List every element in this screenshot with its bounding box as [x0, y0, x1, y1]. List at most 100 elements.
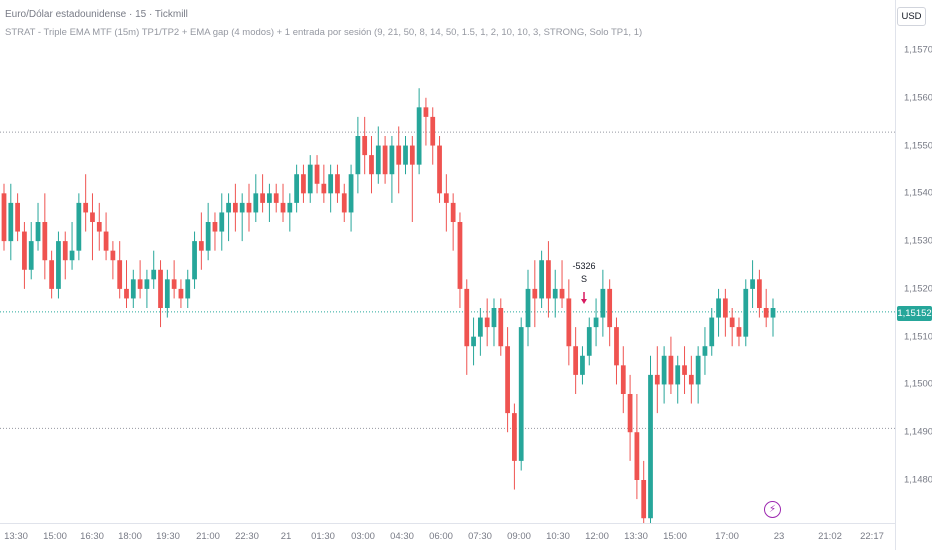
candle-body [96, 222, 102, 232]
candle-body [437, 145, 442, 194]
candle-body [335, 174, 340, 194]
candle-body [600, 288, 606, 318]
candle-body [103, 231, 109, 251]
candle-body [661, 355, 667, 385]
candle-body [736, 327, 742, 337]
price-axis[interactable] [895, 0, 932, 550]
time-tick-label: 15:00 [43, 531, 67, 542]
candle-body [178, 288, 184, 299]
candle-body [512, 413, 517, 461]
candle-body [28, 241, 34, 270]
strategy-legend[interactable]: STRAT - Triple EMA MTF (15m) TP1/TP2 + E… [5, 27, 643, 38]
candle-body [307, 164, 313, 194]
candle-body [35, 222, 41, 242]
candle-body [205, 222, 211, 251]
candle-body [505, 346, 510, 414]
candle-body [607, 288, 613, 328]
candle-body [198, 241, 204, 251]
time-tick-label: 01:30 [311, 531, 335, 542]
candle-body [1, 193, 7, 242]
candle-body [144, 279, 150, 289]
candle-body [471, 336, 476, 347]
candle-body [90, 212, 95, 222]
candle-body [573, 346, 579, 375]
time-tick-label: 04:30 [390, 531, 414, 542]
candle-body [348, 174, 354, 213]
candle-body [389, 145, 395, 175]
candle-body [260, 193, 265, 203]
time-tick-label: 06:00 [429, 531, 453, 542]
price-tick-label: 1,15400 [904, 187, 932, 199]
candle-body [253, 193, 259, 213]
candle-body [382, 145, 388, 175]
time-tick-label: 18:00 [118, 531, 142, 542]
candle-body [137, 279, 143, 289]
down-arrow-head [581, 299, 587, 304]
time-tick-label: 10:30 [546, 531, 570, 542]
candle-body [722, 298, 728, 318]
candle-body [42, 222, 48, 261]
price-tick-label: 1,15700 [904, 44, 932, 56]
candle-body [770, 308, 776, 318]
candle-body [239, 202, 245, 213]
price-tick-label: 1,15200 [904, 283, 932, 295]
candle-body [267, 193, 272, 203]
candle-body [627, 394, 633, 433]
candle-body [273, 193, 279, 203]
price-tick-label: 1,15600 [904, 92, 932, 104]
candle-body [124, 288, 129, 299]
candle-body [484, 317, 490, 328]
candle-body [464, 288, 470, 347]
price-tick-label: 1,15100 [904, 331, 932, 343]
candle-body [716, 298, 721, 318]
candle-body [688, 374, 694, 385]
candle-body [280, 202, 286, 213]
price-tick-label: 1,15500 [904, 140, 932, 152]
candle-body [763, 308, 769, 318]
candle-body [477, 317, 483, 337]
candle-body [321, 183, 327, 194]
chart-title[interactable]: Euro/Dólar estadounidense · 15 · Tickmil… [5, 9, 188, 20]
candle-body [375, 145, 381, 175]
time-tick-label: 21:02 [818, 531, 842, 542]
candle-body [117, 260, 123, 289]
current-price-badge: 1,15152 [897, 306, 932, 321]
time-tick-label: 07:30 [468, 531, 492, 542]
candle-body [430, 116, 436, 146]
candle-body [409, 145, 415, 165]
candle-body [729, 317, 735, 328]
time-tick-label: 19:30 [156, 531, 180, 542]
candle-body [341, 193, 347, 213]
currency-badge[interactable]: USD [897, 7, 926, 26]
time-axis[interactable] [0, 523, 895, 551]
price-tick-label: 1,14800 [904, 474, 932, 486]
candle-body [219, 212, 225, 232]
candle-body [22, 231, 27, 270]
candle-body [641, 480, 647, 519]
candle-body [539, 260, 545, 299]
candle-body [443, 193, 449, 203]
candle-body [56, 241, 61, 289]
candle-body [675, 365, 681, 385]
candle-body [695, 355, 701, 385]
lightning-icon[interactable]: ⚡ [764, 501, 781, 518]
candle-body [8, 202, 14, 242]
candle-body [314, 164, 320, 184]
candle-body [525, 288, 531, 328]
candle-body [750, 279, 755, 289]
time-tick-label: 22:17 [860, 531, 884, 542]
time-tick-label: 21:00 [196, 531, 220, 542]
candle-body [76, 202, 82, 251]
candle-body [69, 250, 75, 261]
time-tick-label: 13:30 [4, 531, 28, 542]
candle-body [246, 202, 252, 213]
candle-body [212, 222, 218, 232]
time-tick-label: 03:00 [351, 531, 375, 542]
candle-body [586, 327, 592, 356]
signal-pnl: -5326 [572, 261, 596, 271]
time-tick-label: 09:00 [507, 531, 531, 542]
candle-body [546, 260, 551, 299]
candle-body [457, 222, 463, 289]
